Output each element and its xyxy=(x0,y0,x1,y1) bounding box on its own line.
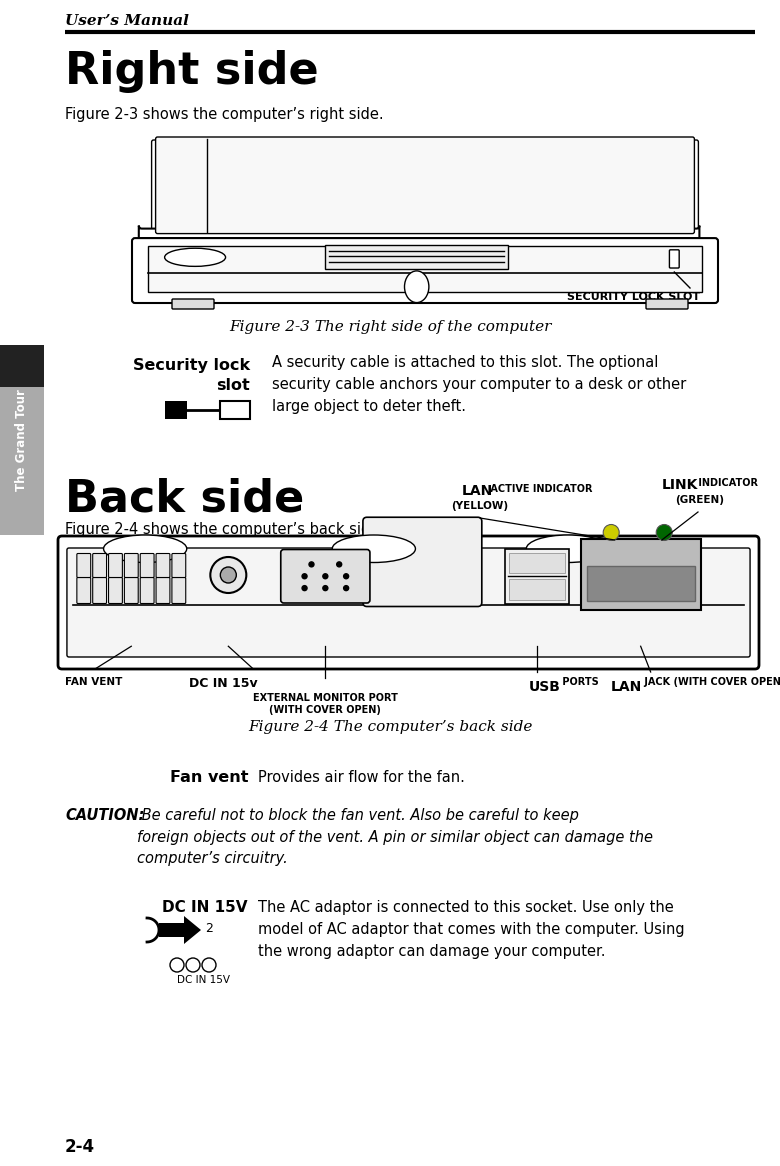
FancyBboxPatch shape xyxy=(155,136,694,233)
FancyBboxPatch shape xyxy=(156,554,170,577)
FancyBboxPatch shape xyxy=(140,577,154,604)
Text: ACTIVE INDICATOR: ACTIVE INDICATOR xyxy=(487,484,593,494)
FancyBboxPatch shape xyxy=(93,554,107,577)
FancyBboxPatch shape xyxy=(505,549,569,604)
FancyBboxPatch shape xyxy=(669,250,679,268)
FancyBboxPatch shape xyxy=(509,580,565,599)
FancyBboxPatch shape xyxy=(108,577,122,604)
Text: Figure 2-3 shows the computer’s right side.: Figure 2-3 shows the computer’s right si… xyxy=(65,107,384,122)
Text: FAN VENT: FAN VENT xyxy=(65,677,122,687)
Text: User’s Manual: User’s Manual xyxy=(65,14,189,28)
Text: +: + xyxy=(174,961,180,969)
Circle shape xyxy=(323,574,328,578)
Text: DC IN 15v: DC IN 15v xyxy=(189,677,257,690)
Text: LAN: LAN xyxy=(462,484,493,498)
FancyBboxPatch shape xyxy=(172,298,214,309)
FancyBboxPatch shape xyxy=(156,577,170,604)
Text: The AC adaptor is connected to this socket. Use only the
model of AC adaptor tha: The AC adaptor is connected to this sock… xyxy=(258,900,685,960)
Circle shape xyxy=(202,958,216,972)
Circle shape xyxy=(302,585,307,591)
FancyBboxPatch shape xyxy=(132,238,718,303)
Circle shape xyxy=(220,567,236,583)
FancyBboxPatch shape xyxy=(646,298,688,309)
FancyBboxPatch shape xyxy=(325,245,508,269)
Circle shape xyxy=(603,525,619,541)
Text: Fan vent: Fan vent xyxy=(169,770,248,785)
Text: A security cable is attached to this slot. The optional
security cable anchors y: A security cable is attached to this slo… xyxy=(272,354,686,414)
Ellipse shape xyxy=(332,535,416,562)
Circle shape xyxy=(337,562,342,567)
Text: Figure 2-4 shows the computer’s back side.: Figure 2-4 shows the computer’s back sid… xyxy=(65,522,384,538)
Circle shape xyxy=(170,958,184,972)
Ellipse shape xyxy=(526,535,609,562)
FancyBboxPatch shape xyxy=(93,577,107,604)
FancyBboxPatch shape xyxy=(363,518,482,606)
Text: +: + xyxy=(206,961,212,969)
Text: Security lock: Security lock xyxy=(133,358,250,373)
FancyBboxPatch shape xyxy=(140,554,154,577)
FancyBboxPatch shape xyxy=(159,923,184,937)
FancyBboxPatch shape xyxy=(148,246,702,292)
Text: CAUTION:: CAUTION: xyxy=(65,808,144,823)
FancyBboxPatch shape xyxy=(108,554,122,577)
FancyBboxPatch shape xyxy=(281,549,370,603)
Circle shape xyxy=(186,958,200,972)
Text: SECURITY LOCK SLOT: SECURITY LOCK SLOT xyxy=(567,292,700,302)
Circle shape xyxy=(323,585,328,591)
Text: The Grand Tour: The Grand Tour xyxy=(16,389,29,491)
FancyBboxPatch shape xyxy=(220,401,250,419)
Text: USB: USB xyxy=(529,680,561,694)
Circle shape xyxy=(211,557,246,593)
Text: Right side: Right side xyxy=(65,50,318,93)
FancyBboxPatch shape xyxy=(139,225,700,241)
Text: LAN: LAN xyxy=(611,680,642,694)
FancyBboxPatch shape xyxy=(0,345,44,535)
Text: Be careful not to block the fan vent. Also be careful to keep
foreign objects ou: Be careful not to block the fan vent. Al… xyxy=(137,808,653,866)
Text: Figure 2-3 The right side of the computer: Figure 2-3 The right side of the compute… xyxy=(229,319,551,333)
Text: Figure 2-4 The computer’s back side: Figure 2-4 The computer’s back side xyxy=(248,719,532,735)
Text: (YELLOW): (YELLOW) xyxy=(452,501,509,511)
FancyBboxPatch shape xyxy=(581,539,700,610)
Text: PORTS: PORTS xyxy=(558,677,598,687)
Text: INDICATOR: INDICATOR xyxy=(695,478,758,489)
FancyBboxPatch shape xyxy=(0,345,44,387)
FancyBboxPatch shape xyxy=(77,554,90,577)
Text: EXTERNAL MONITOR PORT
(WITH COVER OPEN): EXTERNAL MONITOR PORT (WITH COVER OPEN) xyxy=(253,693,398,716)
Text: DC IN 15V: DC IN 15V xyxy=(162,900,248,915)
Text: −: − xyxy=(189,960,197,970)
Text: 2: 2 xyxy=(205,922,213,935)
Text: slot: slot xyxy=(216,378,250,393)
Text: DC IN 15V: DC IN 15V xyxy=(177,975,230,985)
FancyBboxPatch shape xyxy=(58,536,759,669)
FancyBboxPatch shape xyxy=(165,401,187,419)
FancyBboxPatch shape xyxy=(172,554,186,577)
FancyBboxPatch shape xyxy=(587,567,694,600)
Text: LINK: LINK xyxy=(662,478,698,492)
FancyBboxPatch shape xyxy=(151,140,698,231)
FancyBboxPatch shape xyxy=(124,577,138,604)
Circle shape xyxy=(302,574,307,578)
Circle shape xyxy=(656,525,672,541)
FancyBboxPatch shape xyxy=(509,553,565,574)
Circle shape xyxy=(344,574,349,578)
Circle shape xyxy=(344,585,349,591)
Text: Back side: Back side xyxy=(65,478,304,521)
FancyBboxPatch shape xyxy=(67,548,750,656)
Ellipse shape xyxy=(405,271,429,303)
Text: 2-4: 2-4 xyxy=(65,1138,95,1156)
Ellipse shape xyxy=(104,535,186,562)
Polygon shape xyxy=(184,916,201,944)
Ellipse shape xyxy=(165,248,225,266)
Text: (GREEN): (GREEN) xyxy=(675,496,725,505)
Circle shape xyxy=(309,562,314,567)
Text: JACK (WITH COVER OPEN): JACK (WITH COVER OPEN) xyxy=(640,677,780,687)
FancyBboxPatch shape xyxy=(77,577,90,604)
FancyBboxPatch shape xyxy=(172,577,186,604)
FancyBboxPatch shape xyxy=(124,554,138,577)
Text: Provides air flow for the fan.: Provides air flow for the fan. xyxy=(258,770,465,785)
